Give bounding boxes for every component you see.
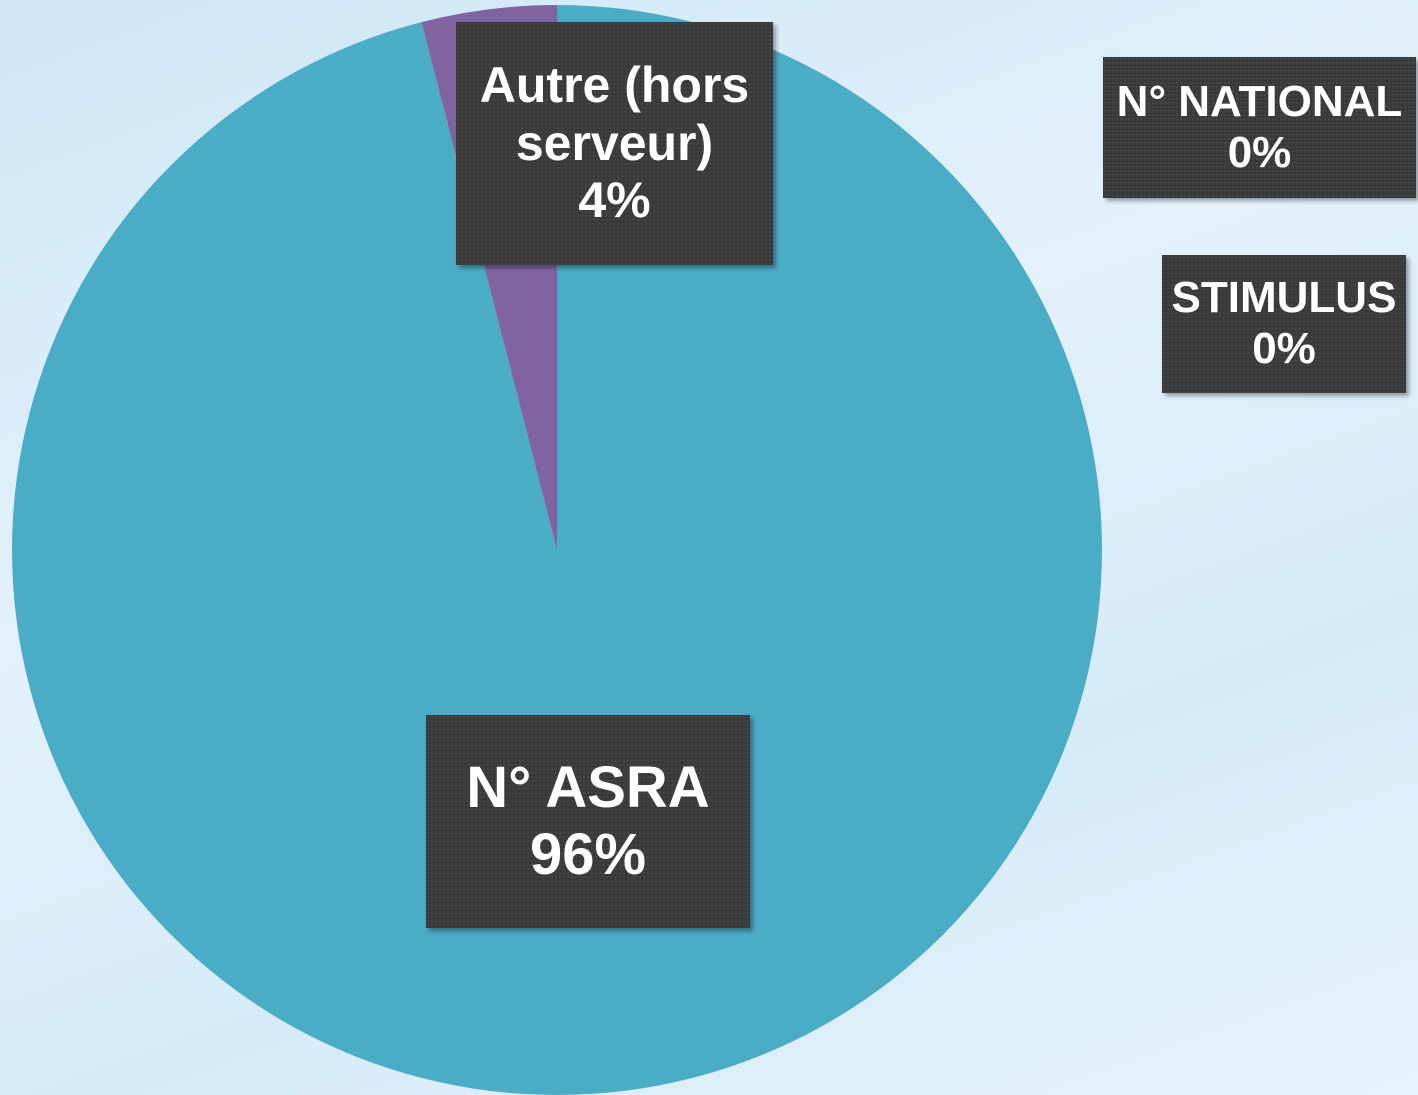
value-label: 4% <box>578 172 651 229</box>
value-label: 0% <box>1227 127 1292 177</box>
data-label: N° ASRA 96% <box>426 715 750 928</box>
value-label: 96% <box>529 821 647 887</box>
category-label: N° ASRA <box>466 754 710 820</box>
data-label: STIMULUS 0% <box>1162 255 1406 393</box>
data-label: N° NATIONAL 0% <box>1103 57 1416 198</box>
category-label: N° NATIONAL <box>1116 76 1403 126</box>
value-label: 0% <box>1252 324 1316 373</box>
category-label: STIMULUS <box>1171 273 1397 323</box>
category-label: Autre (hors serveur) <box>479 57 750 171</box>
data-label: Autre (hors serveur) 4% <box>456 22 773 265</box>
